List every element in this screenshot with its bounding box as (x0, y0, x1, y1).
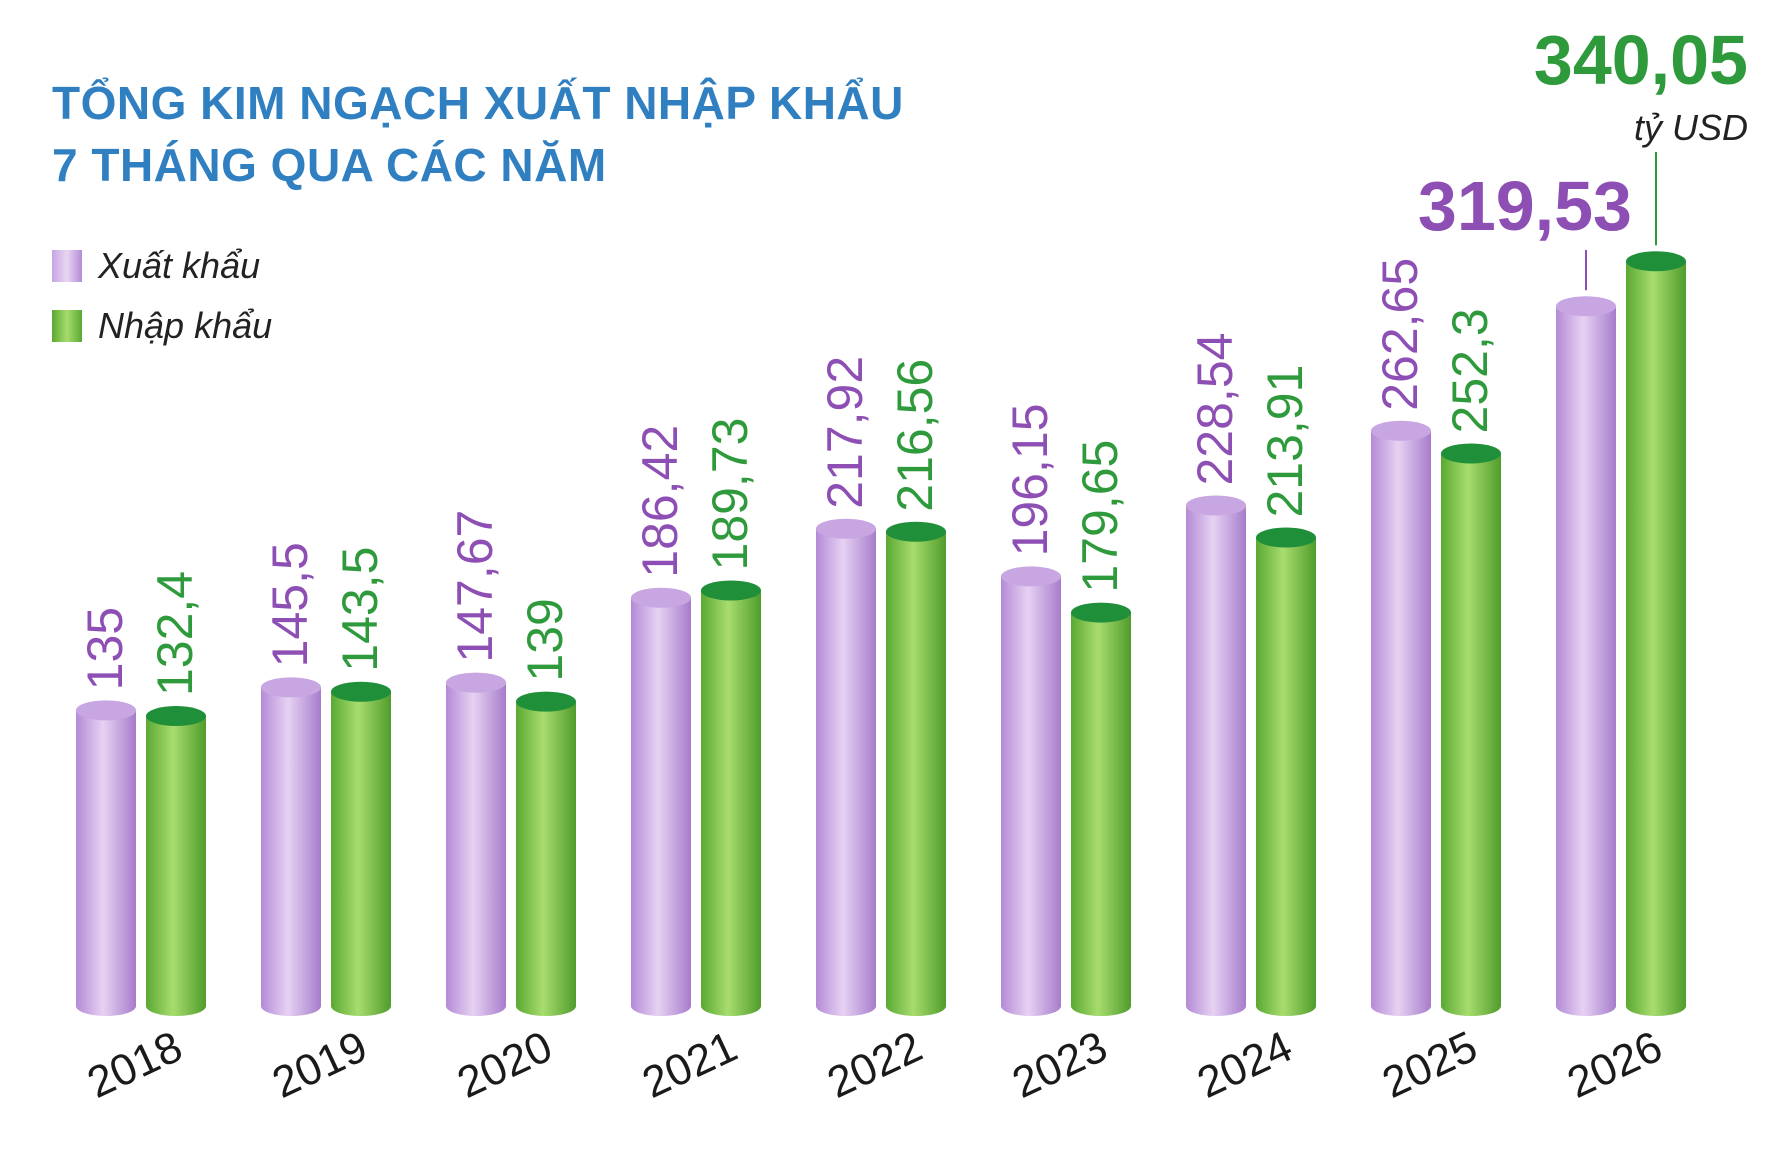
value-label-export-2022: 217,92 (817, 356, 873, 509)
bar-base-import-2022 (886, 996, 946, 1016)
bar-import-2020 (516, 701, 576, 1006)
year-label-2019: 2019 (265, 1022, 374, 1108)
value-label-import-2020: 139 (517, 598, 573, 681)
value-label-export-2018: 135 (77, 607, 133, 690)
bar-import-2021 (701, 590, 761, 1006)
chart-title: TỔNG KIM NGẠCH XUẤT NHẬP KHẨU 7 THÁNG QU… (52, 72, 904, 196)
bar-base-export-2018 (76, 996, 136, 1016)
bar-cap-import-2025 (1441, 443, 1501, 464)
bar-cap-import-2024 (1256, 527, 1316, 548)
bar-cap-import-2023 (1071, 602, 1131, 623)
year-label-2020: 2020 (450, 1022, 559, 1108)
year-label-2025: 2025 (1375, 1022, 1484, 1108)
bar-base-import-2020 (516, 996, 576, 1016)
bar-cap-export-2019 (261, 677, 321, 698)
bar-export-2022 (816, 528, 876, 1006)
bar-cap-import-2020 (516, 691, 576, 712)
bar-cap-import-2021 (701, 580, 761, 601)
value-label-import-2026: 340,05 (1534, 21, 1748, 99)
bar-export-2018 (76, 710, 136, 1006)
chart-title-line-1: TỔNG KIM NGẠCH XUẤT NHẬP KHẨU (52, 77, 904, 129)
bar-base-export-2023 (1001, 996, 1061, 1016)
bar-import-2026 (1626, 261, 1686, 1006)
value-label-export-2020: 147,67 (447, 510, 503, 663)
value-label-export-2025: 262,65 (1372, 258, 1428, 411)
bar-import-2018 (146, 716, 206, 1006)
bar-export-2019 (261, 687, 321, 1006)
bar-cap-export-2020 (446, 672, 506, 693)
year-label-2026: 2026 (1560, 1022, 1669, 1108)
bar-base-export-2020 (446, 996, 506, 1016)
bar-base-import-2024 (1256, 996, 1316, 1016)
year-label-2023: 2023 (1005, 1022, 1114, 1108)
bar-export-2026 (1556, 306, 1616, 1006)
bar-cap-export-2022 (816, 518, 876, 539)
bar-cap-export-2018 (76, 700, 136, 721)
value-label-export-2019: 145,5 (262, 542, 318, 667)
legend-swatch-import (52, 310, 82, 342)
bar-import-2022 (886, 531, 946, 1006)
bar-export-2023 (1001, 576, 1061, 1006)
value-label-import-2025: 252,3 (1442, 308, 1498, 433)
value-label-import-2019: 143,5 (332, 547, 388, 672)
bar-base-import-2018 (146, 996, 206, 1016)
legend-item-export: Xuất khẩu (52, 245, 261, 286)
bar-cap-import-2026 (1626, 251, 1686, 272)
value-label-import-2018: 132,4 (147, 571, 203, 696)
value-label-import-2021: 189,73 (702, 418, 758, 571)
bar-base-export-2025 (1371, 996, 1431, 1016)
year-label-2022: 2022 (820, 1022, 929, 1108)
bar-base-import-2023 (1071, 996, 1131, 1016)
bar-cap-export-2025 (1371, 420, 1431, 441)
bar-base-export-2019 (261, 996, 321, 1016)
year-label-2021: 2021 (635, 1022, 744, 1108)
value-label-export-2026: 319,53 (1418, 167, 1632, 245)
legend-swatch-export (52, 250, 82, 282)
bar-base-export-2022 (816, 996, 876, 1016)
value-label-import-2023: 179,65 (1072, 440, 1128, 593)
bar-cap-import-2018 (146, 706, 206, 727)
bar-cap-export-2021 (631, 587, 691, 608)
bar-base-export-2026 (1556, 996, 1616, 1016)
bar-import-2024 (1256, 537, 1316, 1006)
bar-cap-import-2019 (331, 681, 391, 702)
value-label-export-2021: 186,42 (632, 425, 688, 578)
bar-export-2024 (1186, 505, 1246, 1006)
bar-base-import-2019 (331, 996, 391, 1016)
chart-title-line-2: 7 THÁNG QUA CÁC NĂM (52, 139, 607, 191)
bar-import-2025 (1441, 453, 1501, 1006)
bar-base-import-2026 (1626, 996, 1686, 1016)
legend-label-import: Nhập khẩu (98, 305, 273, 346)
value-label-export-2024: 228,54 (1187, 333, 1243, 486)
year-label-2018: 2018 (80, 1022, 189, 1108)
bar-export-2025 (1371, 430, 1431, 1006)
bar-cap-export-2024 (1186, 495, 1246, 516)
unit-label: tỷ USD (1634, 107, 1748, 148)
bar-base-export-2024 (1186, 996, 1246, 1016)
bar-base-export-2021 (631, 996, 691, 1016)
bar-import-2023 (1071, 612, 1131, 1006)
bar-cap-export-2023 (1001, 566, 1061, 587)
value-label-import-2024: 213,91 (1257, 365, 1313, 518)
bar-base-import-2025 (1441, 996, 1501, 1016)
bar-cap-export-2026 (1556, 296, 1616, 317)
legend-item-import: Nhập khẩu (52, 305, 273, 346)
value-label-export-2023: 196,15 (1002, 403, 1058, 556)
bar-import-2019 (331, 691, 391, 1006)
bar-base-import-2021 (701, 996, 761, 1016)
bar-export-2021 (631, 597, 691, 1006)
year-label-2024: 2024 (1190, 1022, 1299, 1108)
value-label-import-2022: 216,56 (887, 359, 943, 512)
legend-label-export: Xuất khẩu (98, 245, 261, 286)
bar-export-2020 (446, 682, 506, 1006)
bar-cap-import-2022 (886, 521, 946, 542)
